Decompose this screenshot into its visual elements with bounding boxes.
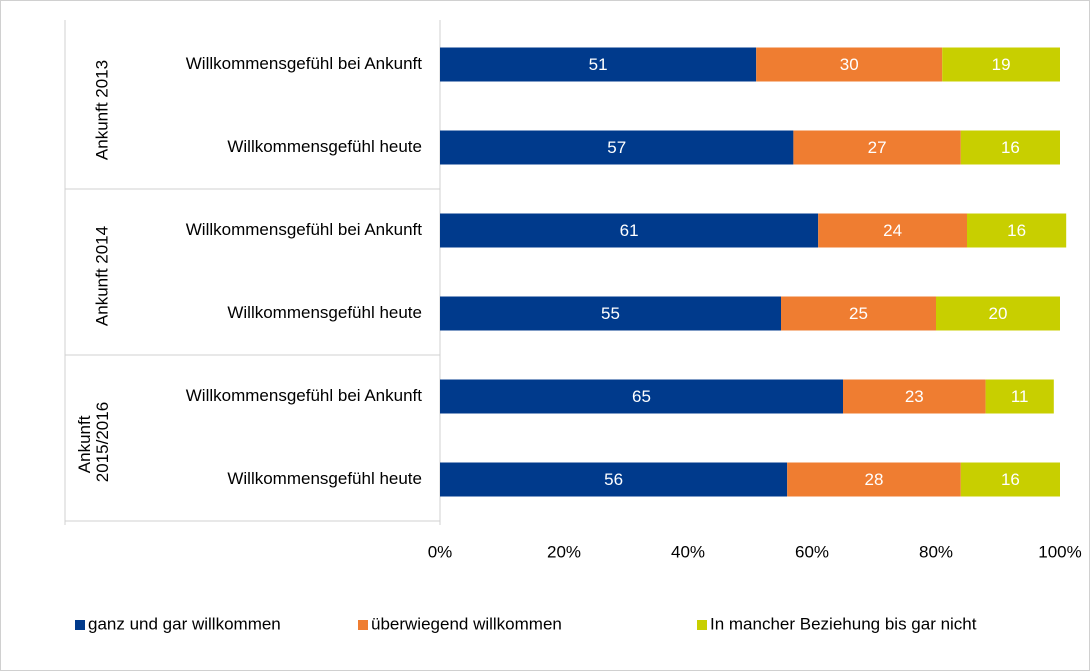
legend-label: In mancher Beziehung bis gar nicht [710, 614, 977, 633]
bar-segment [440, 462, 788, 497]
legend-swatch [358, 620, 368, 630]
x-tick-label: 80% [919, 542, 953, 561]
data-label: 55 [601, 304, 620, 323]
y-tick-label: Willkommensgefühl heute [227, 469, 422, 488]
data-label: 16 [1001, 138, 1020, 157]
legend-label: ganz und gar willkommen [88, 614, 281, 633]
data-label: 16 [1007, 221, 1026, 240]
group-label: Ankunft 2013 [92, 60, 111, 160]
bar-segment [942, 47, 1060, 82]
data-label: 57 [607, 138, 626, 157]
legend-label: überwiegend willkommen [371, 614, 562, 633]
bar-segment [440, 130, 794, 165]
bar-segment [781, 296, 936, 331]
data-label: 23 [905, 387, 924, 406]
x-tick-label: 60% [795, 542, 829, 561]
bar-segment [793, 130, 961, 165]
y-tick-label: Willkommensgefühl heute [227, 137, 422, 156]
x-tick-label: 100% [1038, 542, 1081, 561]
y-tick-label: Willkommensgefühl bei Ankunft [186, 54, 423, 73]
y-tick-label: Willkommensgefühl heute [227, 303, 422, 322]
bar-segment [440, 379, 843, 414]
data-label: 19 [992, 55, 1011, 74]
bar-segment [440, 296, 781, 331]
group-label: Ankunft 2014 [92, 226, 111, 326]
bar-segment [985, 379, 1054, 414]
data-label: 30 [840, 55, 859, 74]
bar-segment [967, 213, 1067, 248]
data-label: 11 [1011, 387, 1029, 406]
bar-segment [756, 47, 943, 82]
legend-swatch [697, 620, 707, 630]
data-label: 61 [620, 221, 639, 240]
data-label: 25 [849, 304, 868, 323]
x-tick-label: 0% [428, 542, 453, 561]
data-label: 28 [865, 470, 884, 489]
bar-segment [936, 296, 1060, 331]
bar-segment [440, 213, 819, 248]
data-label: 20 [989, 304, 1008, 323]
bar-segment [960, 130, 1060, 165]
bar-segment [960, 462, 1060, 497]
data-label: 24 [883, 221, 902, 240]
x-tick-label: 20% [547, 542, 581, 561]
data-label: 27 [868, 138, 887, 157]
data-label: 16 [1001, 470, 1020, 489]
data-label: 51 [589, 55, 608, 74]
bar-segment [787, 462, 961, 497]
group-label: Ankunft 2015/2016 [75, 402, 112, 482]
y-tick-label: Willkommensgefühl bei Ankunft [186, 220, 423, 239]
data-label: 65 [632, 387, 651, 406]
y-tick-label: Willkommensgefühl bei Ankunft [186, 386, 423, 405]
bar-segment [440, 47, 757, 82]
legend-swatch [75, 620, 85, 630]
bar-segment [843, 379, 986, 414]
x-tick-label: 40% [671, 542, 705, 561]
data-label: 56 [604, 470, 623, 489]
bar-segment [818, 213, 967, 248]
